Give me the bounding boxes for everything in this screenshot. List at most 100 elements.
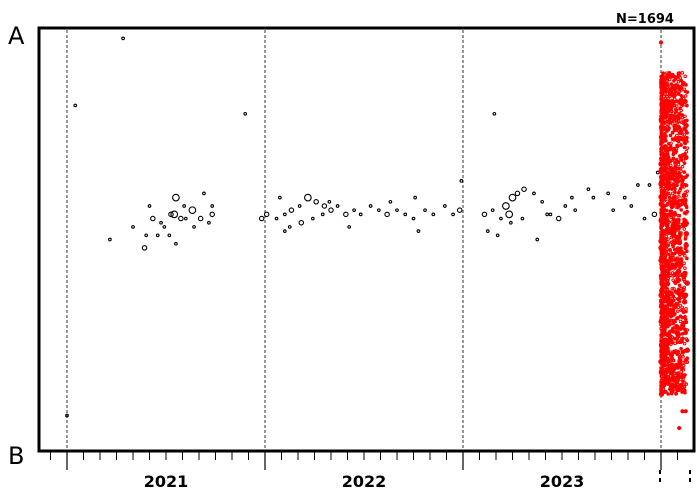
data-point-recent [670,223,676,229]
data-point-recent [679,286,683,291]
data-point-recent [674,392,678,396]
data-point-historic [647,183,652,187]
data-point-historic [495,233,500,238]
data-point-recent [682,295,687,299]
data-point-recent [676,119,681,124]
data-point-historic [298,219,305,226]
data-point-recent [676,273,681,278]
data-point-recent [659,183,663,187]
data-point-recent [670,137,675,141]
data-point-recent [673,297,677,301]
data-point-recent [677,195,681,199]
data-point-recent [659,107,664,112]
data-point-historic [505,210,514,219]
y-axis-top-label: A [8,22,25,50]
data-point-recent [666,213,670,217]
data-point-recent [676,382,681,387]
data-point-historic [563,204,568,208]
data-point-recent [685,90,690,94]
data-point-historic [591,195,596,200]
x-axis-ticks [50,452,691,486]
data-point-recent [680,177,685,182]
data-point-recent [659,114,663,119]
data-point-recent [674,363,680,370]
data-point-historic [174,241,178,246]
data-point-recent [668,133,673,138]
data-point-recent [677,111,682,116]
data-point-recent [668,374,673,378]
data-point-historic [611,208,616,213]
data-point-historic [636,183,640,187]
data-point-historic [182,204,186,208]
data-point-recent [664,220,669,225]
data-point-recent [669,181,673,186]
data-point-historic [202,191,206,196]
data-point-recent [684,205,689,210]
data-point-recent [659,146,664,151]
data-point-recent [661,351,665,356]
data-point-recent [682,227,687,231]
data-point-recent [676,228,680,232]
data-point-historic [451,212,455,217]
data-point-historic [532,191,536,196]
data-point-historic [388,199,393,204]
data-point-recent [669,205,674,209]
data-point-recent [663,263,667,267]
data-point-recent [676,277,680,282]
data-point-recent [683,246,688,251]
data-point-recent [671,244,675,249]
data-point-recent [677,258,684,264]
data-point-historic [210,204,215,208]
data-point-recent [679,208,684,212]
data-point-historic [368,204,373,208]
data-point-recent [681,97,686,101]
data-point-historic [347,225,352,229]
data-point-recent [659,157,664,161]
data-point-recent [662,383,667,388]
data-point-recent [663,319,668,323]
data-point-historic [207,220,211,225]
data-point-historic [168,211,174,218]
data-point-recent [676,205,680,210]
data-point-recent [664,307,669,311]
data-point-recent [683,271,688,276]
data-point-recent [671,191,675,196]
data-point-recent [660,309,664,314]
data-point-historic [377,208,381,213]
sample-count-label: N=1694 [616,12,674,27]
data-point-recent [659,318,664,323]
data-point-historic [403,212,408,217]
data-point-recent [671,217,676,221]
data-point-recent [676,175,681,180]
y-axis-bottom-label: B [8,442,24,470]
data-point-historic [144,233,149,238]
data-point-recent [678,240,683,245]
plot-frame [37,26,696,453]
data-point-recent [660,365,665,369]
data-point-recent [678,314,683,318]
data-point-historic [327,199,332,204]
data-point-recent [681,336,685,341]
data-point-recent [665,216,669,220]
x-tick-label-2022: 2022 [342,472,387,490]
data-point-recent [659,391,663,396]
data-point-recent [667,171,671,175]
data-point-historic [570,195,574,200]
data-point-historic [508,193,517,202]
data-point-recent [674,149,679,154]
data-point-recent [675,88,679,92]
data-point-recent [676,290,680,294]
data-point-recent [663,168,668,173]
data-point-historic [288,207,295,213]
data-point-recent [668,249,672,253]
data-point-historic [499,216,503,221]
data-point-recent [673,350,677,354]
data-point-recent [673,336,677,341]
data-point-recent [679,369,684,374]
data-point-recent [675,301,680,306]
data-point-historic [304,193,312,202]
data-point-historic [172,193,180,202]
data-point-historic [535,237,540,242]
data-point-historic [622,195,627,200]
data-point-historic [502,202,510,210]
